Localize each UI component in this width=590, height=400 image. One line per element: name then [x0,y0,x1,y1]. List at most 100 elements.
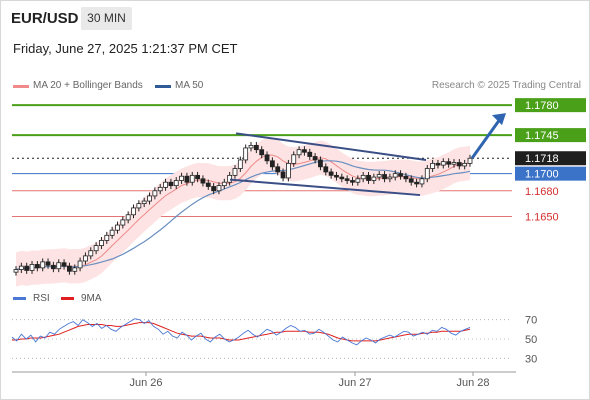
candle-body [440,161,446,166]
x-tick-label: Jun 28 [456,377,489,389]
price-label-1.1780: 1.1780 [525,100,559,112]
candle-body [40,261,46,269]
candle-body [414,181,419,185]
candle-body [248,144,254,149]
candle-body [323,166,329,173]
candle-body [157,186,163,192]
price-label-box-1.1718 [515,151,586,166]
candle-body [430,162,436,169]
candle-body [211,186,217,192]
price-label-1.1718: 1.1718 [525,153,559,165]
candle-body [237,159,243,169]
candle-body [446,161,452,165]
candle-body [83,255,88,262]
x-tick-label: Jun 27 [338,377,371,389]
candle-body [318,159,323,168]
x-tick-label: Jun 26 [129,377,162,389]
candle-body [205,182,211,187]
rsi-tick-70: 70 [525,315,537,327]
candle-body [125,214,131,221]
candle-body [253,144,259,151]
credit-text: Research © 2025 Trading Central [431,80,581,91]
candle-body [50,264,56,270]
candle-body [360,174,366,180]
rsi-legend-label: RSI [33,293,50,304]
candle-body [18,265,24,270]
candle-body [221,181,227,187]
candle-body [232,168,238,176]
candle-body [462,162,468,167]
candle-body [403,175,409,180]
candle-body [387,176,393,180]
projection-arrow-shaft [470,118,502,160]
candle-body [173,180,179,187]
candle-body [328,171,334,176]
candle-body [467,157,473,164]
candle-body [264,154,270,162]
candle-body [29,264,35,271]
candle-body [424,168,430,180]
candle-body [147,195,152,202]
symbol-title: EUR/USD [11,10,79,27]
candle-body [179,175,184,181]
candle-body [259,149,265,156]
candle-body [24,265,30,271]
candle-body [371,176,377,181]
candle-body [195,174,201,180]
price-label-box-1.1745 [515,128,586,143]
channel-lower-line [229,178,421,197]
price-label-box-1.1780 [515,98,586,113]
candle-body [216,185,222,192]
price-label-1.1680: 1.1680 [525,186,559,198]
candle-body [296,149,302,156]
candle-body [104,234,110,241]
timestamp: Friday, June 27, 2025 1:21:37 PM CET [13,41,238,56]
candle-body [200,178,206,184]
price-label-1.1700: 1.1700 [525,169,559,181]
candle-body [163,181,168,188]
bollinger-band [16,137,470,287]
rsi-legend-swatch [13,297,26,300]
candle-body [312,156,318,161]
candle-body [13,269,19,273]
candle-body [72,267,78,272]
candle-body [56,262,62,270]
candle-body [285,162,291,179]
candle-body [88,250,94,257]
rsi-ma-line [12,322,471,342]
ma50-legend-label: MA 50 [175,80,204,91]
timeframe-badge[interactable]: 30 MIN [81,7,132,30]
candle-body [456,162,462,167]
candle-body [350,180,355,183]
candle-body [243,147,249,161]
price-label-1.1745: 1.1745 [525,130,559,142]
candle-body [435,162,441,166]
candle-body [408,178,414,183]
candle-body [366,174,371,181]
candle-body [344,178,350,181]
candle-body [419,178,425,185]
candle-body [77,260,83,269]
candle-body [109,229,115,236]
price-label-box-1.1700 [515,166,586,181]
candle-body [141,200,147,205]
candle-body [307,151,313,157]
candle-body [115,224,120,231]
rsi-ma-legend-swatch [61,297,74,300]
candle-body [99,240,104,247]
ma20-legend-label: MA 20 + Bollinger Bands [33,80,143,91]
candle-body [275,166,281,173]
candle-body [93,245,99,252]
candle-body [334,174,339,178]
candle-body [291,154,297,164]
candle-body [398,173,403,177]
candle-body [280,171,286,179]
candle-body [34,264,40,269]
chart-header: EUR/USD 30 MIN [0,0,590,36]
candle-body [45,261,51,266]
candle-body [184,175,190,183]
channel-upper-line [235,132,427,161]
candle-body [136,203,142,209]
rsi-ma-legend-label: 9MA [81,293,102,304]
